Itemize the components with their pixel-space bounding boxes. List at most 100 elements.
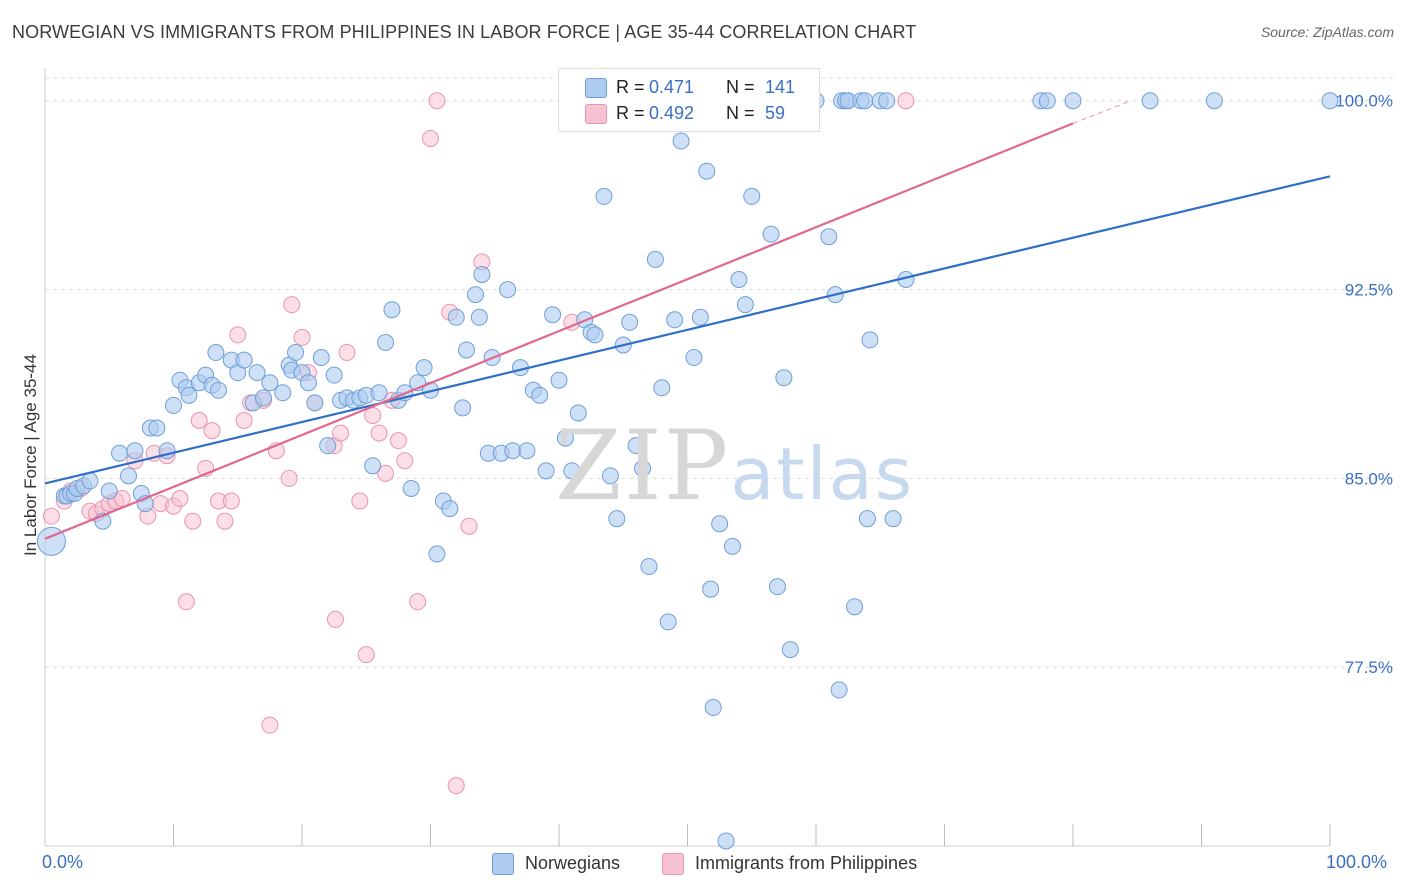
legend-r-value: 0.471 — [649, 77, 695, 97]
philippines-point — [171, 490, 189, 508]
philippines-point — [396, 452, 414, 470]
norwegian-point — [698, 162, 716, 180]
norwegian-point — [830, 681, 848, 699]
bottom-legend-swatch-blue — [492, 853, 514, 875]
y-axis-label: In Labor Force | Age 35-44 — [21, 354, 40, 556]
stats-legend: R = 0.471 N = 141 R = 0.492 N = 59 — [558, 68, 820, 132]
norwegian-point — [319, 437, 337, 455]
philippines-point — [283, 296, 301, 314]
source-credit: Source: ZipAtlas.com — [1260, 24, 1394, 40]
norwegian-point — [702, 580, 720, 598]
legend-n-value: 141 — [765, 77, 796, 97]
norwegian-point — [640, 558, 658, 576]
philippines-trend-extension — [1072, 100, 1132, 124]
norwegian-point — [743, 187, 761, 205]
norwegian-point — [820, 228, 838, 246]
norwegian-point — [504, 442, 522, 460]
legend-swatch-blue — [585, 78, 607, 98]
norwegian-point — [569, 404, 587, 422]
norwegian-point — [1141, 92, 1159, 110]
philippines-point — [409, 593, 427, 611]
norwegian-point — [299, 374, 317, 392]
norwegian-point — [364, 457, 382, 475]
norwegian-point — [248, 364, 266, 382]
norwegian-point — [601, 467, 619, 485]
norwegian-point — [537, 462, 555, 480]
legend-n-label: N = — [726, 77, 755, 97]
y-tick-label: 77.5% — [1345, 658, 1393, 677]
norwegian-point — [544, 306, 562, 324]
philippines-point — [222, 492, 240, 510]
watermark-atlas: atlas — [730, 432, 915, 516]
philippines-point — [370, 424, 388, 442]
philippines-point — [235, 411, 253, 429]
norwegian-point — [402, 479, 420, 497]
norwegian-point — [370, 384, 388, 402]
norwegian-point — [261, 374, 279, 392]
norwegian-point — [711, 515, 729, 533]
norwegian-point — [634, 459, 652, 477]
philippines-point — [357, 646, 375, 664]
norwegian-point — [736, 296, 754, 314]
norwegian-point — [768, 578, 786, 596]
norwegian-point — [627, 437, 645, 455]
norwegian-point — [518, 442, 536, 460]
legend-n-label: N = — [726, 103, 755, 123]
norwegian-points — [36, 92, 1339, 850]
norwegian-point — [704, 699, 722, 717]
philippines-point — [428, 92, 446, 110]
norwegian-point — [666, 311, 684, 329]
norwegian-point — [653, 379, 671, 397]
y-tick-label: 100.0% — [1335, 92, 1393, 111]
philippines-trend-line — [44, 122, 1074, 540]
axes — [44, 68, 1331, 847]
norwegian-point — [447, 308, 465, 326]
legend-n-value: 59 — [765, 103, 786, 123]
philippines-point — [422, 129, 439, 147]
norwegian-point — [884, 510, 902, 528]
legend-swatch-pink — [585, 104, 607, 124]
norwegian-point — [775, 369, 793, 387]
norwegian-point — [550, 371, 568, 389]
philippines-point — [229, 326, 247, 344]
philippines-point — [351, 492, 369, 510]
watermark-zip: ZIP — [555, 410, 731, 522]
norwegian-point — [473, 265, 491, 283]
y-tick-label: 92.5% — [1345, 281, 1393, 300]
norwegian-point — [120, 467, 138, 485]
norwegian-point — [377, 333, 395, 351]
norwegian-point — [621, 313, 639, 331]
legend-r-value: 0.492 — [649, 103, 695, 123]
philippines-point — [377, 464, 395, 482]
norwegian-point — [595, 187, 613, 205]
norwegian-point — [672, 132, 690, 150]
norwegian-point — [499, 281, 517, 299]
norwegian-point — [1321, 92, 1339, 110]
philippines-point — [326, 610, 344, 628]
norwegian-point — [470, 308, 488, 326]
bottom-legend-label: Norwegians — [525, 853, 621, 873]
philippines-point — [261, 716, 279, 734]
bottom-legend-label: Immigrants from Philippines — [695, 853, 918, 873]
norwegian-trend-line — [44, 175, 1331, 485]
norwegian-point — [415, 359, 433, 377]
philippines-point — [203, 422, 221, 440]
norwegian-point — [659, 613, 677, 631]
legend-r-label: R = — [616, 103, 645, 123]
norwegian-point — [531, 386, 549, 404]
philippines-point — [389, 432, 407, 450]
x-tick-label-min: 0.0% — [42, 852, 84, 872]
norwegian-point — [762, 225, 780, 243]
gridlines — [45, 77, 1395, 668]
philippines-point — [332, 424, 350, 442]
watermark: ZIPatlas — [555, 410, 914, 522]
norwegian-point — [287, 344, 305, 362]
norwegian-point — [556, 429, 574, 447]
norwegian-point — [1205, 92, 1223, 110]
philippines-point — [447, 777, 465, 795]
norwegian-point — [207, 344, 225, 362]
norwegian-point — [608, 510, 626, 528]
norwegian-point — [685, 349, 703, 367]
bottom-legend-swatch-pink — [662, 853, 684, 875]
